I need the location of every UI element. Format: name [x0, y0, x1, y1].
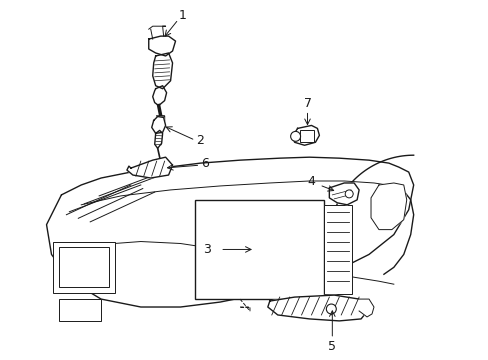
- Bar: [60, 247, 109, 287]
- Text: 4: 4: [307, 175, 315, 189]
- Text: 5: 5: [327, 340, 336, 353]
- Text: 1: 1: [178, 9, 186, 22]
- Circle shape: [290, 131, 300, 141]
- Text: 7: 7: [303, 97, 311, 110]
- Bar: [195, 200, 324, 299]
- Circle shape: [345, 190, 352, 198]
- Text: 2: 2: [196, 134, 204, 147]
- Polygon shape: [148, 36, 175, 56]
- Polygon shape: [152, 86, 166, 105]
- Circle shape: [325, 304, 336, 314]
- Bar: [324, 205, 351, 294]
- Polygon shape: [127, 157, 172, 178]
- Bar: [60, 299, 101, 321]
- Polygon shape: [370, 183, 406, 230]
- Polygon shape: [328, 183, 358, 205]
- Text: 3: 3: [203, 243, 211, 256]
- Polygon shape: [46, 157, 413, 307]
- Bar: [299, 130, 314, 142]
- Polygon shape: [151, 117, 165, 133]
- Polygon shape: [267, 295, 368, 321]
- Polygon shape: [292, 125, 319, 145]
- Polygon shape: [152, 53, 172, 89]
- Text: 6: 6: [201, 157, 209, 170]
- Polygon shape: [154, 130, 163, 148]
- Polygon shape: [358, 299, 373, 317]
- Bar: [53, 242, 115, 293]
